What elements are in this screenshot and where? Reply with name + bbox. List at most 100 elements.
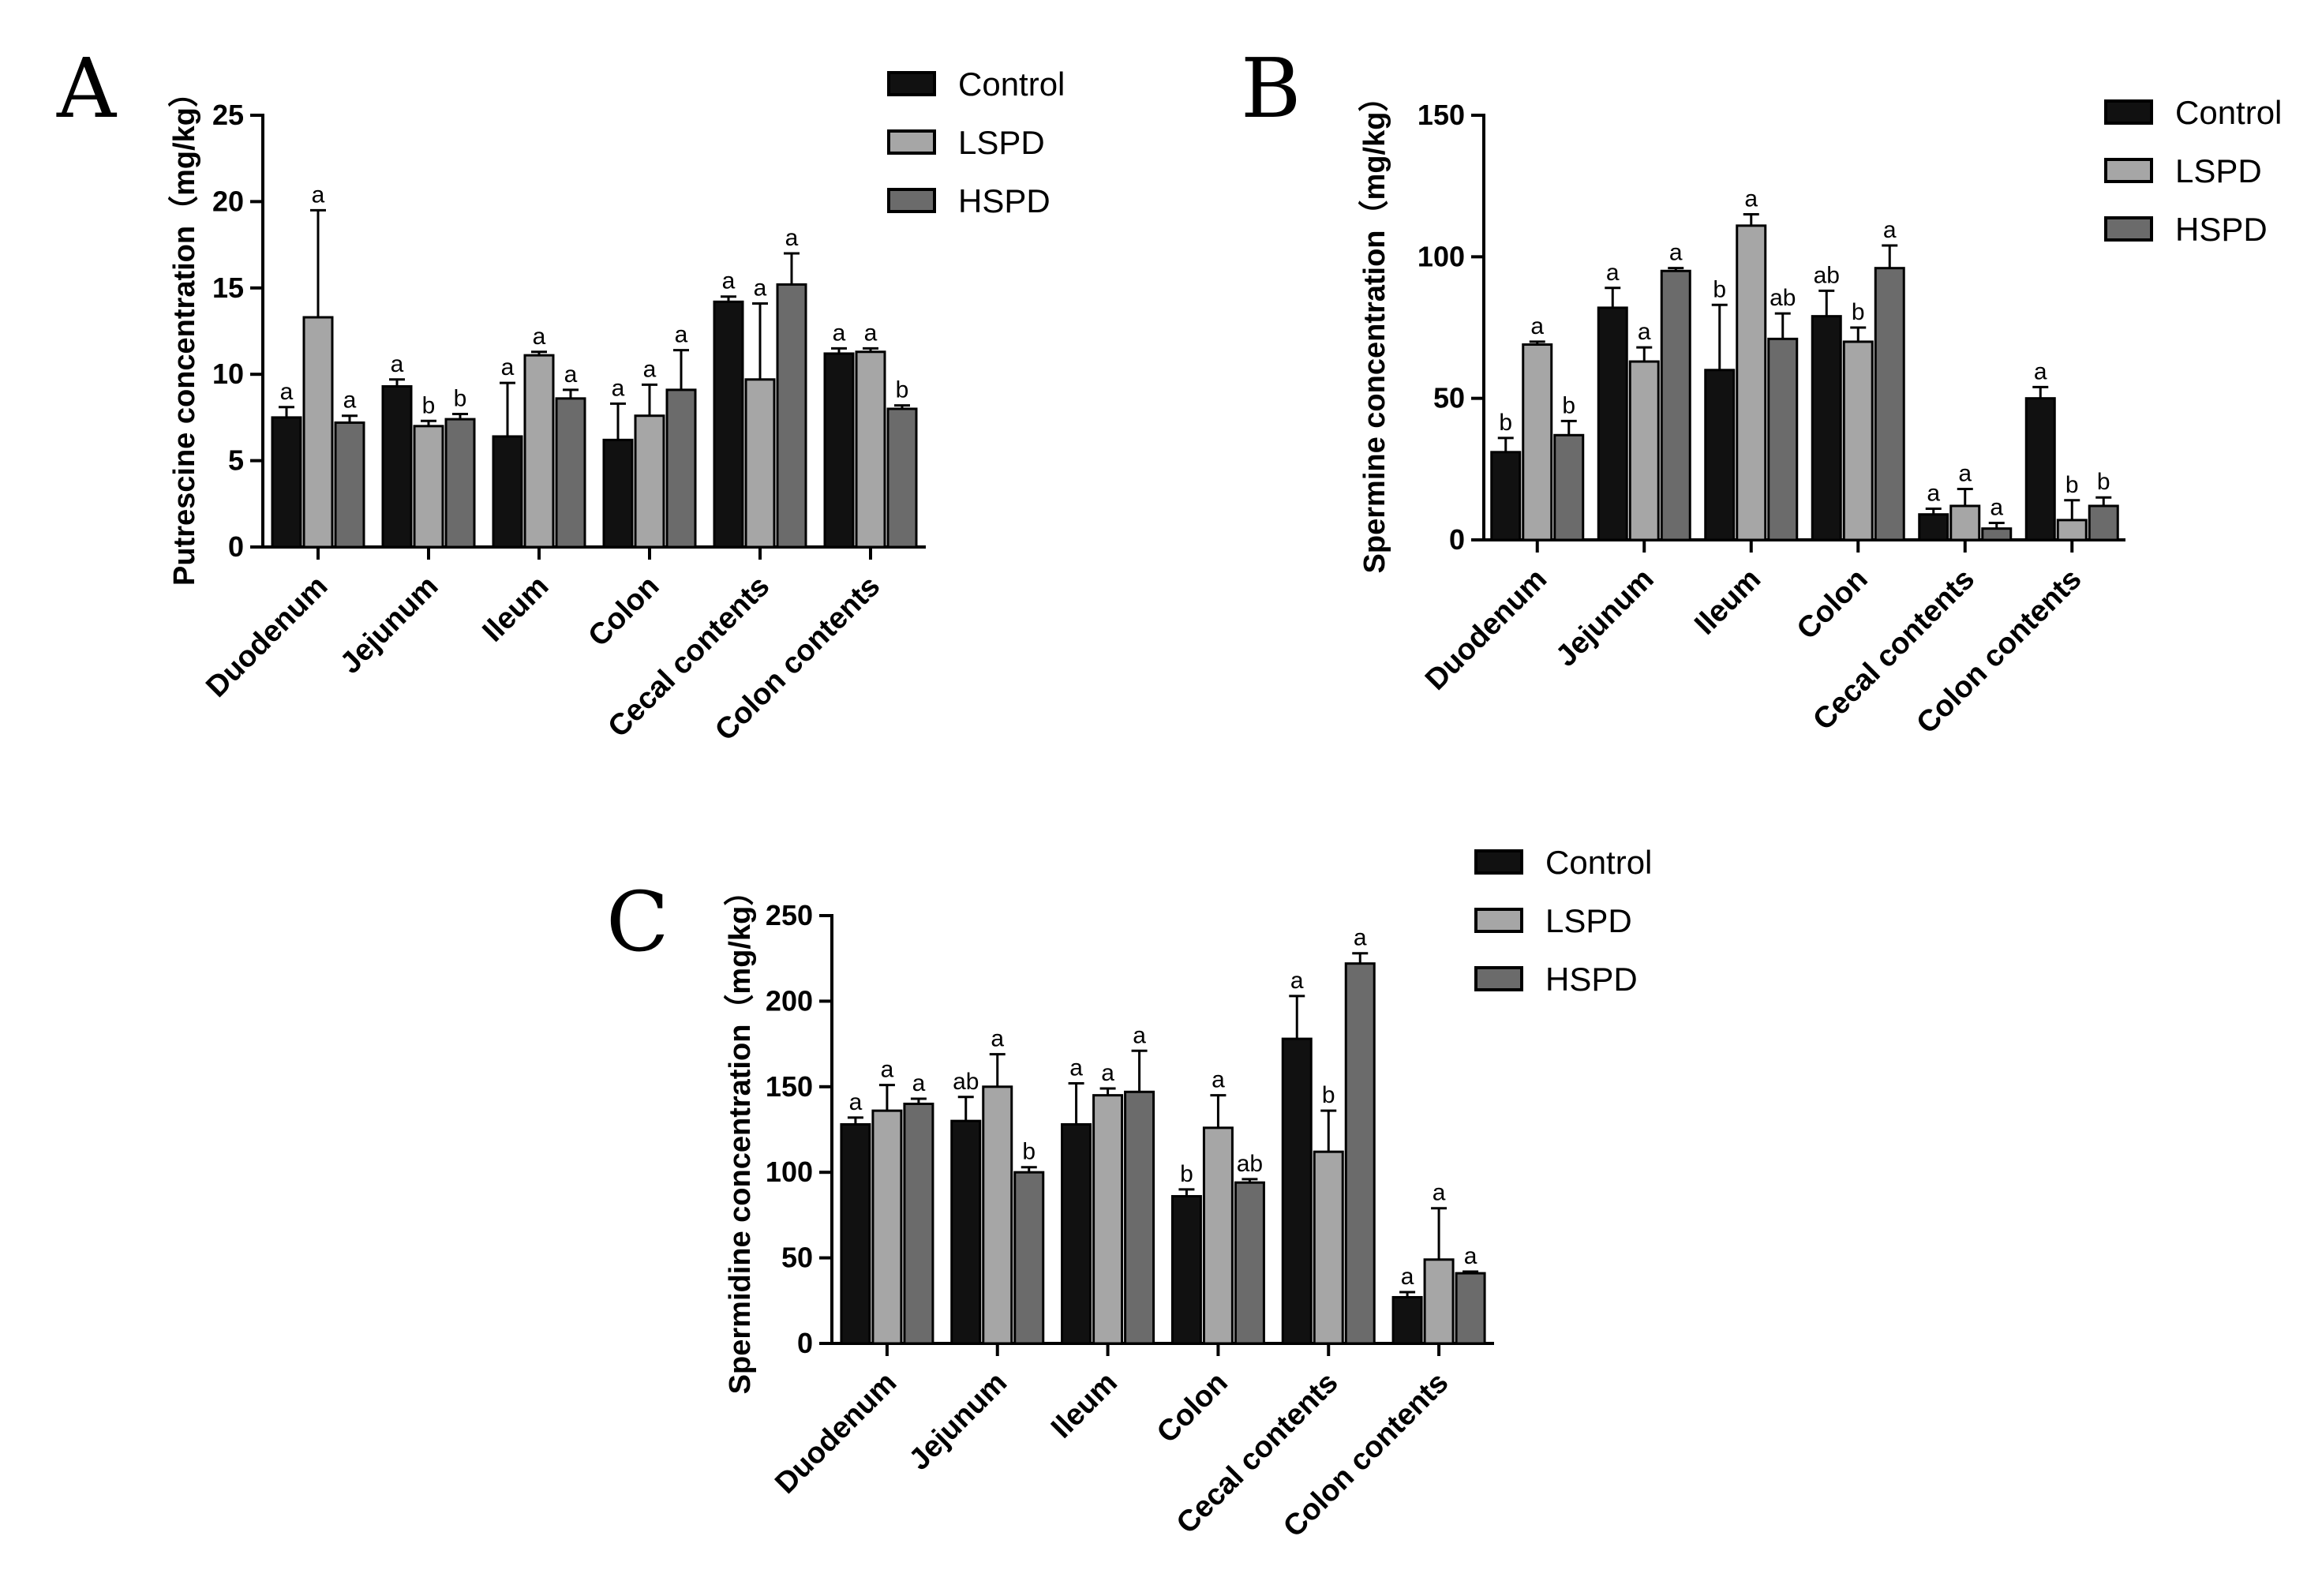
bar-control xyxy=(1597,306,1628,541)
bar-control xyxy=(1704,369,1736,541)
significance-label: b xyxy=(422,392,436,418)
significance-label: b xyxy=(454,386,467,412)
bar-hspd xyxy=(776,283,807,549)
bar-lspd xyxy=(302,316,334,549)
y-tick-label: 50 xyxy=(1433,382,1465,414)
legend-label-lspd: LSPD xyxy=(958,124,1045,161)
bar-hspd xyxy=(903,1102,934,1345)
y-tick-label: 150 xyxy=(1418,99,1465,131)
bar-control xyxy=(1170,1195,1202,1345)
bar-lspd xyxy=(1092,1094,1124,1345)
bar-control xyxy=(1061,1122,1092,1345)
bar-hspd xyxy=(1981,527,2013,541)
category-label: Jejunum xyxy=(334,570,444,680)
bar-hspd xyxy=(555,397,586,549)
significance-label: a xyxy=(1927,481,1940,507)
bar-hspd xyxy=(1874,267,1905,541)
chart-panel-a: A 0 5 10 15 20 25 Putrescine concentration（mg/k… xyxy=(56,40,1065,747)
bar-lspd xyxy=(1842,340,1874,541)
bar-hspd xyxy=(1660,269,1691,541)
significance-label: a xyxy=(564,362,578,388)
significance-label: a xyxy=(1101,1060,1114,1086)
legend-label-lspd: LSPD xyxy=(2175,152,2262,189)
bar-hspd xyxy=(1455,1272,1486,1345)
significance-label: b xyxy=(1713,276,1726,302)
legend-swatch-control xyxy=(1474,849,1523,875)
bar-lspd xyxy=(1522,343,1553,541)
bar-lspd xyxy=(855,350,886,549)
bar-control xyxy=(381,385,413,549)
bar-hspd xyxy=(1553,433,1585,541)
y-tick-label: 100 xyxy=(1418,240,1465,272)
significance-label: a xyxy=(1669,240,1683,266)
significance-label: a xyxy=(2034,358,2047,384)
bar-lspd xyxy=(634,414,665,549)
bar-lspd xyxy=(1202,1126,1234,1345)
bar-lspd xyxy=(1313,1150,1344,1345)
legend-swatch-lspd xyxy=(2104,158,2153,183)
legend-swatch-hspd xyxy=(887,188,936,213)
bar-hspd xyxy=(1344,962,1376,1345)
bar-control xyxy=(950,1119,982,1345)
panel-letter: A xyxy=(56,40,118,137)
legend-label-lspd: LSPD xyxy=(1545,902,1632,939)
legend-swatch-lspd xyxy=(887,129,936,155)
category-label: Colon xyxy=(1151,1366,1234,1450)
significance-label: a xyxy=(754,275,767,301)
y-tick-label: 0 xyxy=(1449,523,1465,556)
y-tick-label: 50 xyxy=(781,1242,813,1274)
category-label: Ileum xyxy=(476,570,555,649)
bar-control xyxy=(840,1122,871,1345)
bar-lspd xyxy=(523,354,555,549)
y-tick-label: 5 xyxy=(228,444,244,477)
category-label: Ileum xyxy=(1045,1366,1124,1445)
significance-label: a xyxy=(1744,186,1758,212)
bar-control xyxy=(271,416,302,549)
bar-control xyxy=(602,438,634,549)
significance-label: b xyxy=(1322,1082,1335,1108)
legend-label-control: Control xyxy=(958,66,1065,103)
significance-label: b xyxy=(2097,469,2110,495)
significance-label: a xyxy=(722,268,736,294)
significance-label: b xyxy=(896,377,909,403)
legend-label-hspd: HSPD xyxy=(2175,211,2268,248)
significance-label: a xyxy=(675,322,688,348)
significance-label: b xyxy=(1022,1139,1036,1165)
significance-label: a xyxy=(1990,494,2003,520)
significance-label: a xyxy=(1354,925,1367,951)
significance-label: a xyxy=(533,324,546,350)
legend-swatch-lspd xyxy=(1474,908,1523,933)
legend-label-control: Control xyxy=(1545,844,1652,881)
category-label: Duodenum xyxy=(200,570,334,704)
y-tick-label: 150 xyxy=(766,1070,813,1103)
y-tick-label: 0 xyxy=(797,1327,813,1359)
y-tick-label: 0 xyxy=(228,530,244,563)
chart-panel-b: B 0 50 100 150 Spermine concentration（mg/kg） D… xyxy=(1241,40,2282,740)
significance-label: a xyxy=(1069,1055,1083,1081)
bar-lspd xyxy=(2056,519,2088,541)
bar-hspd xyxy=(1234,1181,1265,1345)
bar-lspd xyxy=(413,425,444,549)
bar-hspd xyxy=(444,418,476,549)
legend-swatch-control xyxy=(887,71,936,96)
significance-label: a xyxy=(1606,260,1620,286)
bar-hspd xyxy=(665,388,697,549)
category-label: Colon xyxy=(1791,563,1874,646)
y-axis-title: Spermidine concentration（mg/kg） xyxy=(724,876,757,1395)
panel-letter: B xyxy=(1241,40,1301,137)
significance-label: a xyxy=(785,225,799,251)
significance-label: ab xyxy=(1237,1151,1263,1177)
significance-label: a xyxy=(643,356,657,382)
significance-label: a xyxy=(1290,968,1304,994)
bar-hspd xyxy=(1124,1090,1155,1345)
significance-label: a xyxy=(912,1070,926,1096)
significance-label: a xyxy=(1433,1180,1446,1206)
significance-label: ab xyxy=(1770,285,1796,311)
bar-control xyxy=(1281,1037,1313,1345)
bar-control xyxy=(823,352,855,549)
bar-lspd xyxy=(982,1085,1013,1345)
y-tick-label: 20 xyxy=(212,185,244,217)
y-tick-label: 25 xyxy=(212,99,244,131)
significance-label: a xyxy=(881,1057,894,1083)
